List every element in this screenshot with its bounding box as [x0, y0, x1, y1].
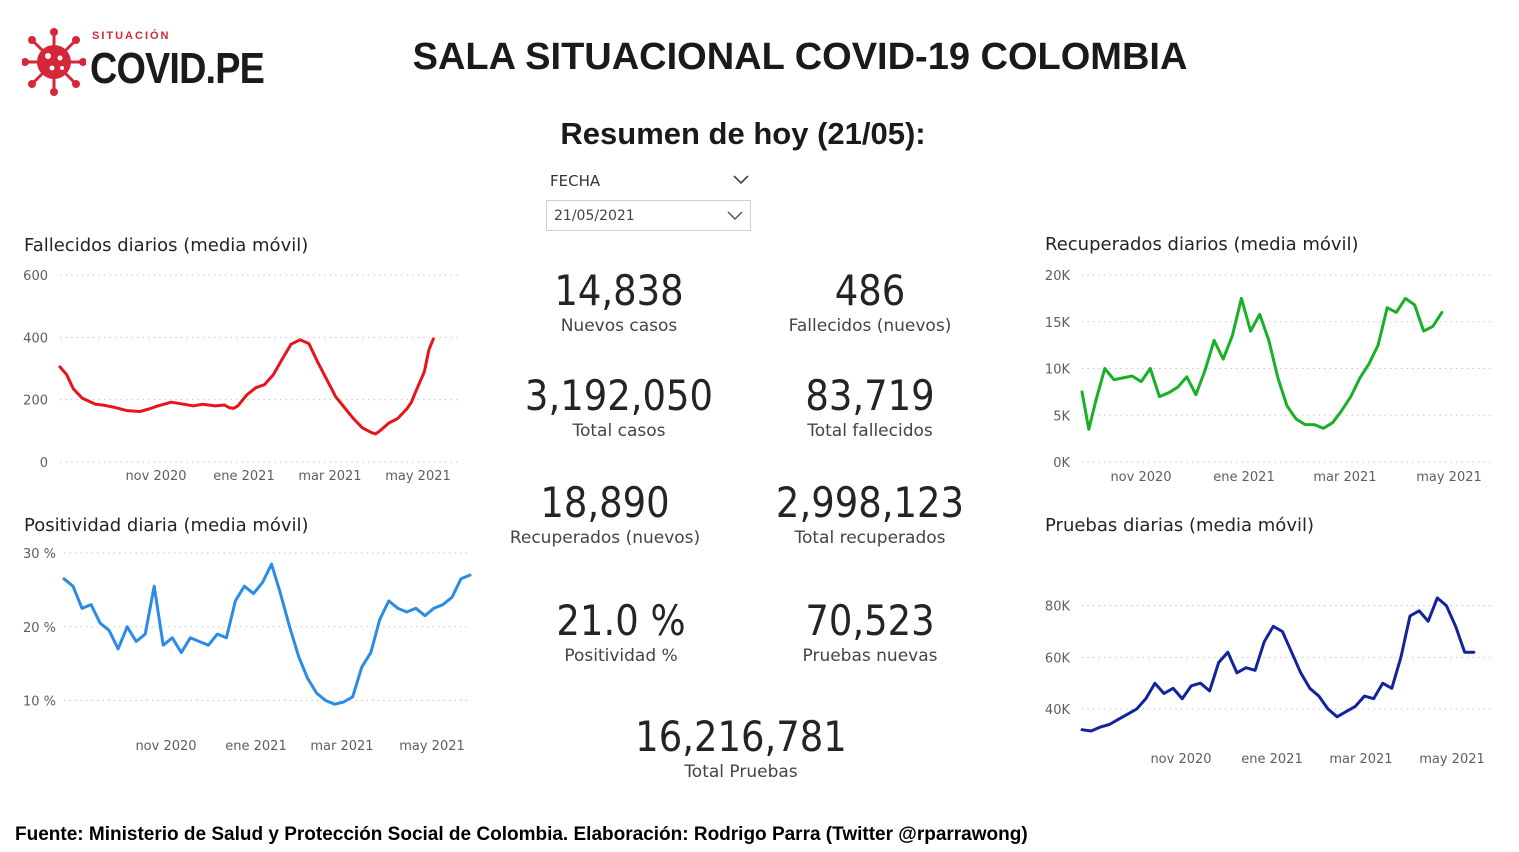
- kpi-label: Fallecidos (nuevos): [788, 316, 952, 337]
- kpi-label: Total fallecidos: [807, 421, 933, 442]
- kpi-total-fallecidos: 83,719 Total fallecidos: [760, 371, 980, 442]
- kpi-label: Total recuperados: [794, 528, 946, 549]
- summary-title: Resumen de hoy (21/05):: [560, 116, 926, 151]
- x-tick-label: mar 2021: [310, 739, 373, 754]
- kpi-value: 3,192,050: [524, 371, 714, 420]
- y-tick-label: 600: [23, 269, 48, 284]
- kpi-total-casos: 3,192,050 Total casos: [499, 371, 739, 442]
- chart-title-positividad: Positividad diaria (media móvil): [24, 515, 309, 536]
- x-tick-label: ene 2021: [225, 739, 286, 754]
- chevron-down-icon[interactable]: [732, 172, 750, 186]
- series-line: [1080, 296, 1444, 431]
- kpi-recuperados-nuevos: 18,890 Recuperados (nuevos): [495, 478, 715, 549]
- kpi-label: Recuperados (nuevos): [509, 528, 701, 549]
- y-tick-label: 60K: [1045, 651, 1071, 666]
- x-tick-label: mar 2021: [1313, 470, 1376, 485]
- x-tick-label: may 2021: [385, 469, 451, 484]
- x-tick-label: ene 2021: [1213, 470, 1274, 485]
- x-tick-label: mar 2021: [1329, 752, 1392, 767]
- y-tick-label: 10 %: [23, 695, 56, 710]
- y-tick-label: 400: [23, 331, 48, 346]
- y-tick-label: 15K: [1045, 316, 1071, 331]
- x-tick-label: nov 2020: [1110, 470, 1171, 485]
- y-tick-label: 0K: [1053, 456, 1070, 471]
- x-tick-label: nov 2020: [125, 469, 186, 484]
- kpi-label: Nuevos casos: [560, 316, 678, 337]
- x-tick-label: may 2021: [399, 739, 465, 754]
- logo: SITUACIÓN COVID.PE: [22, 22, 265, 100]
- y-tick-label: 20 %: [23, 621, 56, 636]
- y-tick-label: 80K: [1045, 600, 1071, 615]
- page-title: SALA SITUACIONAL COVID-19 COLOMBIA: [412, 36, 1188, 78]
- kpi-fallecidos-nuevos: 486 Fallecidos (nuevos): [760, 266, 980, 337]
- y-tick-label: 30 %: [23, 547, 56, 562]
- kpi-value: 70,523: [805, 596, 935, 645]
- kpi-label: Total Pruebas: [684, 762, 798, 783]
- footer-source: Fuente: Ministerio de Salud y Protección…: [15, 824, 1028, 845]
- kpi-total-recuperados: 2,998,123 Total recuperados: [750, 478, 990, 549]
- virus-icon: [22, 28, 86, 96]
- x-tick-label: may 2021: [1419, 752, 1485, 767]
- x-tick-label: may 2021: [1416, 470, 1482, 485]
- kpi-label: Positividad %: [564, 646, 678, 667]
- series-line: [1080, 596, 1476, 733]
- y-tick-label: 20K: [1045, 269, 1071, 284]
- chart-title-pruebas: Pruebas diarias (media móvil): [1045, 515, 1314, 536]
- date-select[interactable]: 21/05/2021: [546, 200, 751, 231]
- date-select-value: 21/05/2021: [554, 208, 635, 224]
- x-tick-label: nov 2020: [135, 739, 196, 754]
- x-tick-label: ene 2021: [213, 469, 274, 484]
- x-tick-label: ene 2021: [1241, 752, 1302, 767]
- chevron-down-icon: [727, 211, 743, 221]
- chart-title-fallecidos: Fallecidos diarios (media móvil): [24, 235, 309, 256]
- y-tick-label: 200: [23, 394, 48, 409]
- y-tick-label: 10K: [1045, 363, 1071, 378]
- kpi-value: 486: [834, 266, 906, 315]
- kpi-nuevos-casos: 14,838 Nuevos casos: [519, 266, 719, 337]
- series-line: [62, 562, 472, 706]
- date-filter-label: FECHA: [550, 172, 601, 190]
- kpi-label: Pruebas nuevas: [802, 646, 938, 667]
- kpi-total-pruebas: 16,216,781 Total Pruebas: [611, 712, 871, 783]
- kpi-value: 21.0 %: [556, 596, 686, 645]
- y-tick-label: 5K: [1053, 409, 1070, 424]
- kpi-value: 18,890: [540, 478, 670, 527]
- logo-small-text: SITUACIÓN: [92, 30, 171, 42]
- logo-brand-text: COVID.PE: [90, 44, 265, 93]
- y-tick-label: 40K: [1045, 703, 1071, 718]
- x-tick-label: mar 2021: [298, 469, 361, 484]
- kpi-value: 83,719: [805, 371, 935, 420]
- kpi-positividad: 21.0 % Positividad %: [511, 596, 731, 667]
- kpi-pruebas-nuevas: 70,523 Pruebas nuevas: [760, 596, 980, 667]
- kpi-label: Total casos: [572, 421, 666, 442]
- chart-title-recuperados: Recuperados diarios (media móvil): [1045, 234, 1359, 255]
- series-line: [58, 337, 435, 436]
- y-tick-label: 0: [40, 456, 48, 471]
- kpi-value: 16,216,781: [635, 712, 847, 761]
- kpi-value: 14,838: [554, 266, 684, 315]
- kpi-value: 2,998,123: [775, 478, 965, 527]
- x-tick-label: nov 2020: [1150, 752, 1211, 767]
